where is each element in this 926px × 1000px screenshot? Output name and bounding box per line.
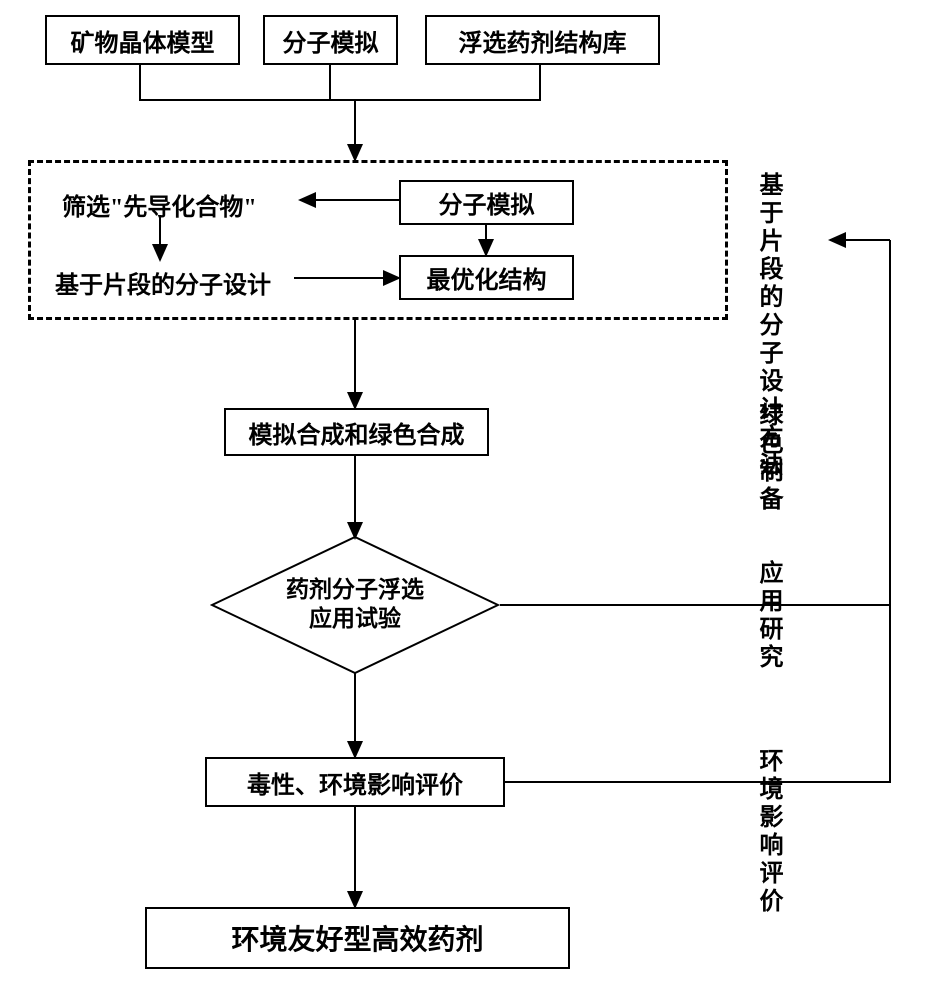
box-final-reagent: 环境友好型高效药剂 [145,907,570,969]
vlabel-green-prep: 绿色制备 [750,402,786,514]
diamond-line1: 药剂分子浮选 [286,577,424,602]
label: 浮选药剂结构库 [459,23,627,58]
box-molecular-sim: 分子模拟 [399,180,574,225]
label: 毒性、环境影响评价 [247,765,463,800]
box-molecular-sim-top: 分子模拟 [263,15,398,65]
label: 环境友好型高效药剂 [231,918,483,958]
vlabel-app-research: 应用研究 [750,560,786,672]
box-reagent-library: 浮选药剂结构库 [425,15,660,65]
label: 基于片段的分子设计 [55,273,271,299]
text-fragment-design: 基于片段的分子设计 [55,265,271,300]
label: 分子模拟 [283,23,379,58]
connectors-svg [0,0,926,1000]
vlabel-env-eval: 环境影响评价 [750,748,786,916]
box-synthesis: 模拟合成和绿色合成 [224,408,489,456]
box-mineral-model: 矿物晶体模型 [45,15,240,65]
label: 应用研究 [755,560,781,672]
text-lead-compound: 筛选"先导化合物" [62,187,257,222]
label: 分子模拟 [439,185,535,220]
diamond-line2: 应用试验 [309,606,401,631]
label: 绿色制备 [755,402,781,514]
box-optimized-structure: 最优化结构 [399,255,574,300]
diamond-flotation-test: 药剂分子浮选 应用试验 [210,535,500,675]
label: 模拟合成和绿色合成 [249,415,465,450]
label: 矿物晶体模型 [71,23,215,58]
label: 筛选"先导化合物" [62,195,257,221]
box-toxicity-eval: 毒性、环境影响评价 [205,757,505,807]
label: 环境影响评价 [755,748,781,916]
label: 最优化结构 [427,260,547,295]
